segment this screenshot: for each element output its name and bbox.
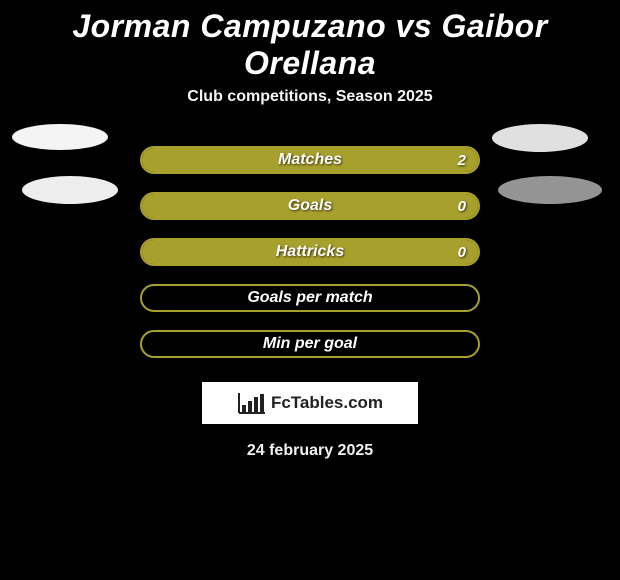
logo-box: FcTables.com [202, 382, 418, 424]
stat-label: Matches [278, 151, 342, 169]
date-text: 24 february 2025 [0, 442, 620, 460]
stat-value: 2 [458, 148, 466, 172]
stat-label: Goals per match [247, 289, 372, 307]
stat-value: 0 [458, 240, 466, 264]
logo-text: FcTables.com [271, 393, 383, 413]
stat-row-goals-per-match: Goals per match [140, 284, 480, 312]
stat-label: Min per goal [263, 335, 357, 353]
subtitle: Club competitions, Season 2025 [0, 88, 620, 106]
stat-value: 0 [458, 194, 466, 218]
container: Jorman Campuzano vs Gaibor Orellana Club… [0, 0, 620, 460]
stat-label: Goals [288, 197, 332, 215]
stat-row-hattricks: Hattricks 0 [140, 238, 480, 266]
decorative-ellipse [22, 176, 118, 204]
page-title: Jorman Campuzano vs Gaibor Orellana [0, 8, 620, 88]
decorative-ellipse [498, 176, 602, 204]
stat-row-goals: Goals 0 [140, 192, 480, 220]
stat-label: Hattricks [276, 243, 344, 261]
bar-chart-icon [237, 391, 267, 415]
stat-row-matches: Matches 2 [140, 146, 480, 174]
stat-row-min-per-goal: Min per goal [140, 330, 480, 358]
decorative-ellipse [12, 124, 108, 150]
decorative-ellipse [492, 124, 588, 152]
